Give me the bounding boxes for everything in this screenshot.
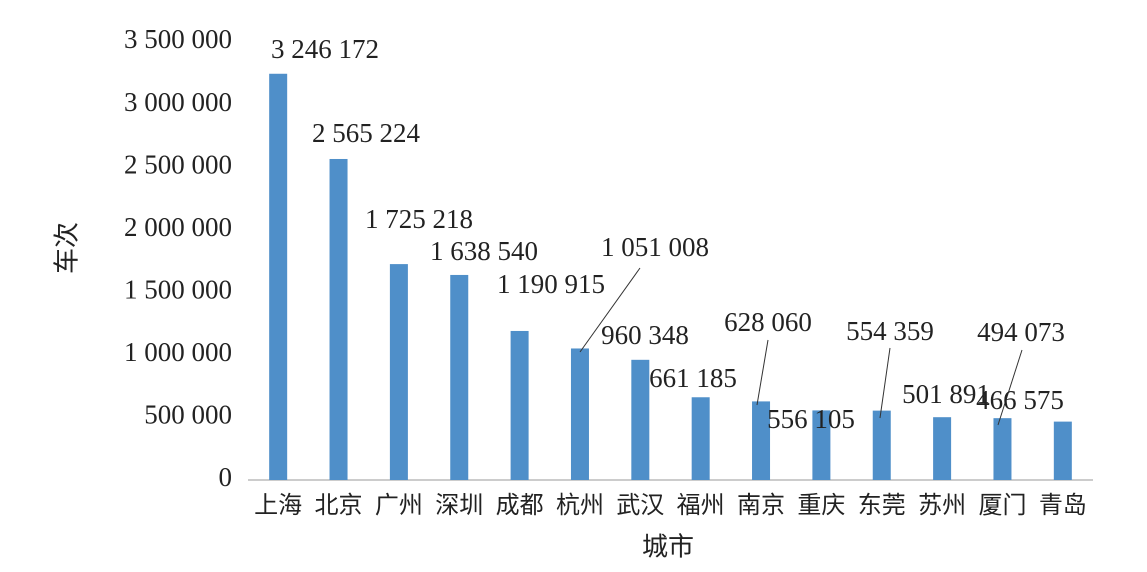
x-tick-label: 厦门: [978, 491, 1026, 519]
bar: [933, 417, 952, 480]
y-tick-label: 1 500 000: [124, 274, 232, 304]
bar: [872, 410, 891, 480]
bar: [269, 73, 288, 480]
y-tick-label: 3 000 000: [124, 87, 232, 117]
x-tick-label: 北京: [315, 491, 363, 519]
bar: [510, 330, 529, 480]
x-tick-label: 福州: [677, 491, 725, 519]
value-label: 1 190 915: [497, 269, 605, 299]
bar: [570, 348, 589, 480]
value-label: 3 246 172: [271, 34, 379, 64]
x-tick-label: 杭州: [556, 491, 604, 519]
bar: [631, 359, 650, 480]
x-axis-label: 城市: [642, 533, 694, 563]
value-label: 960 348: [601, 320, 689, 350]
x-tick-label: 广州: [375, 491, 423, 519]
x-tick-label: 青岛: [1039, 491, 1087, 519]
value-label: 556 105: [767, 404, 855, 434]
y-tick-label: 2 000 000: [124, 212, 232, 242]
x-tick-label: 南京: [737, 491, 785, 519]
y-axis-label: 车次: [53, 222, 83, 274]
x-tick-label: 成都: [496, 491, 544, 519]
bar: [691, 397, 710, 480]
leader-line: [879, 347, 891, 419]
y-tick-label: 1 000 000: [124, 337, 232, 367]
bar: [812, 410, 831, 480]
y-tick-label: 3 500 000: [124, 24, 232, 54]
bar: [389, 264, 408, 480]
value-label: 628 060: [724, 307, 812, 337]
value-label: 554 359: [846, 316, 934, 346]
value-label: 2 565 224: [312, 118, 421, 148]
x-tick-label: 重庆: [797, 491, 845, 519]
leader-line: [997, 349, 1023, 426]
bar: [329, 158, 348, 481]
x-tick-label: 东莞: [858, 491, 906, 519]
value-label: 1 725 218: [365, 204, 473, 234]
x-tick-label: 深圳: [435, 491, 483, 519]
y-tick-label: 0: [219, 462, 233, 492]
leader-line: [756, 339, 769, 406]
y-tick-label: 500 000: [144, 400, 232, 430]
value-label: 466 575: [976, 385, 1064, 415]
leader-line: [579, 267, 641, 353]
bar: [993, 418, 1012, 480]
value-label: 494 073: [977, 317, 1065, 347]
bar: [752, 401, 771, 480]
value-label: 1 638 540: [430, 236, 538, 266]
value-label: 501 891: [902, 379, 990, 409]
bar: [450, 274, 469, 480]
x-tick-label: 苏州: [918, 491, 966, 519]
value-label: 661 185: [649, 363, 737, 393]
bar: [1053, 421, 1072, 480]
value-label: 1 051 008: [601, 232, 709, 262]
x-tick-label: 武汉: [616, 491, 664, 519]
y-tick-label: 2 500 000: [124, 149, 232, 179]
x-tick-label: 上海: [254, 491, 302, 519]
